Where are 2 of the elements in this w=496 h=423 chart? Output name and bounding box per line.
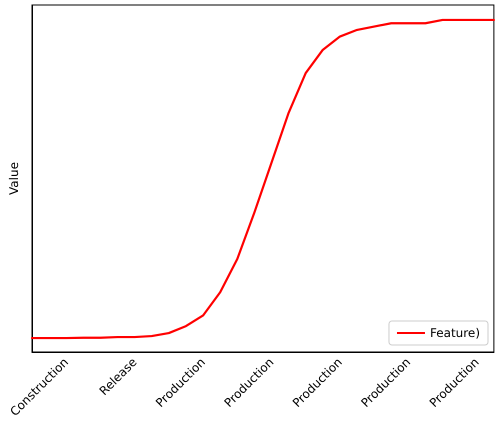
legend-label: Feature) [430, 326, 480, 340]
y-axis-title: Value [7, 162, 21, 195]
